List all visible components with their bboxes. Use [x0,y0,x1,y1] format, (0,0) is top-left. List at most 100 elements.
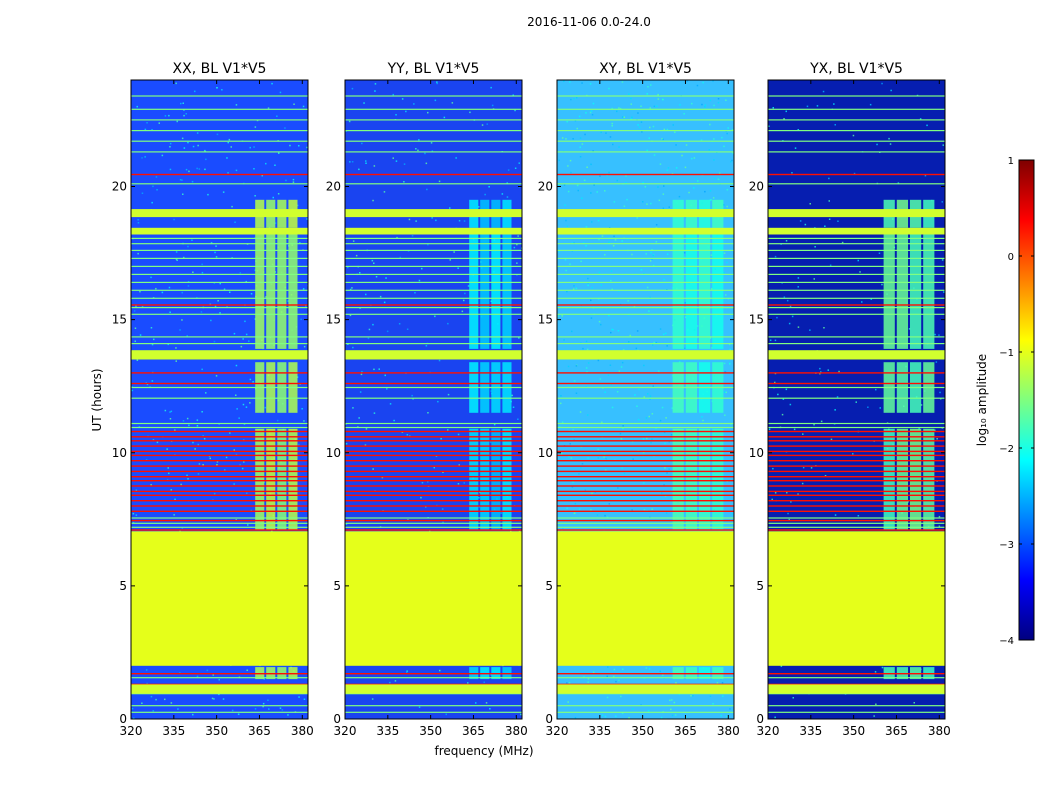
noise-pixel [215,245,217,247]
noise-pixel [577,189,579,192]
noise-pixel [652,264,655,267]
noise-pixel [787,512,789,515]
noise-pixel [786,299,789,302]
noise-pixel [302,105,305,108]
noise-pixel [578,115,581,118]
noise-pixel [662,193,665,195]
noise-pixel [585,112,587,114]
noise-pixel [730,161,732,163]
noise-pixel [870,298,872,300]
noise-pixel [501,193,504,195]
noise-pixel [421,267,423,270]
flagged-band [768,531,945,666]
rfi-line [557,476,734,478]
noise-pixel [648,310,650,312]
y-tick-label: 15 [326,313,341,327]
noise-pixel [567,701,569,703]
noise-pixel [888,137,890,140]
noise-pixel [573,380,576,382]
colorbar-tick-label: −4 [999,636,1014,647]
noise-pixel [262,702,265,705]
noise-pixel [729,363,731,365]
noise-pixel [611,288,613,291]
noise-pixel [721,682,724,684]
noise-pixel [133,310,136,312]
noise-pixel [605,457,607,460]
noise-pixel [608,241,610,243]
rfi-band [345,227,522,235]
noise-pixel [609,136,612,138]
noise-pixel [650,251,652,254]
noise-pixel [869,103,872,106]
noise-pixel [618,146,620,148]
noise-pixel [585,226,588,228]
noise-pixel [371,698,374,700]
x-tick-label: 350 [631,724,654,738]
rfi-band [131,227,308,235]
noise-pixel [156,441,159,444]
noise-pixel [604,190,606,192]
noise-pixel [645,667,648,669]
noise-pixel [399,256,401,259]
noise-pixel [146,122,148,124]
noise-pixel [240,345,243,348]
noise-pixel [233,483,235,485]
noise-pixel [941,201,943,203]
noise-pixel [137,222,140,224]
noise-pixel [603,453,606,456]
noise-pixel [857,259,859,262]
noise-pixel [234,221,236,223]
rfi-line [768,505,945,507]
noise-pixel [612,245,615,247]
noise-pixel [630,103,632,105]
noise-pixel [712,197,715,199]
colorbar-tick-label: −1 [999,348,1014,359]
noise-pixel [611,406,614,409]
noise-pixel [457,483,460,485]
noise-pixel [611,125,613,127]
noise-pixel [345,523,348,525]
noise-pixel [643,482,645,484]
noise-pixel [631,116,633,119]
noise-pixel [254,195,256,197]
rfi-block [266,234,276,349]
flagged-band [131,531,308,666]
noise-pixel [834,124,836,126]
rfi-line [345,237,522,239]
noise-pixel [625,175,627,177]
noise-pixel [830,438,833,441]
rfi-line [557,430,734,433]
noise-pixel [651,438,653,441]
noise-pixel [663,484,665,486]
rfi-block [480,428,490,530]
noise-pixel [520,713,522,716]
rfi-block [266,428,276,530]
noise-pixel [640,269,643,271]
noise-pixel [231,205,233,208]
noise-pixel [881,283,883,286]
noise-pixel [518,337,520,339]
noise-pixel [650,441,652,444]
noise-pixel [367,337,370,340]
rfi-line [131,249,308,251]
rfi-line [557,265,734,267]
noise-pixel [649,398,651,400]
noise-pixel [875,388,877,391]
noise-pixel [663,185,665,187]
noise-pixel [663,431,666,434]
noise-pixel [196,132,199,134]
rfi-line [131,450,308,453]
noise-pixel [478,497,480,499]
rfi-line [557,673,734,675]
noise-pixel [822,90,825,93]
noise-pixel [372,199,374,202]
noise-pixel [597,448,599,451]
noise-pixel [802,433,804,435]
rfi-line [768,480,945,482]
noise-pixel [590,299,592,302]
noise-pixel [489,708,491,710]
noise-pixel [573,285,575,287]
rfi-block [923,428,935,530]
noise-pixel [567,365,570,368]
